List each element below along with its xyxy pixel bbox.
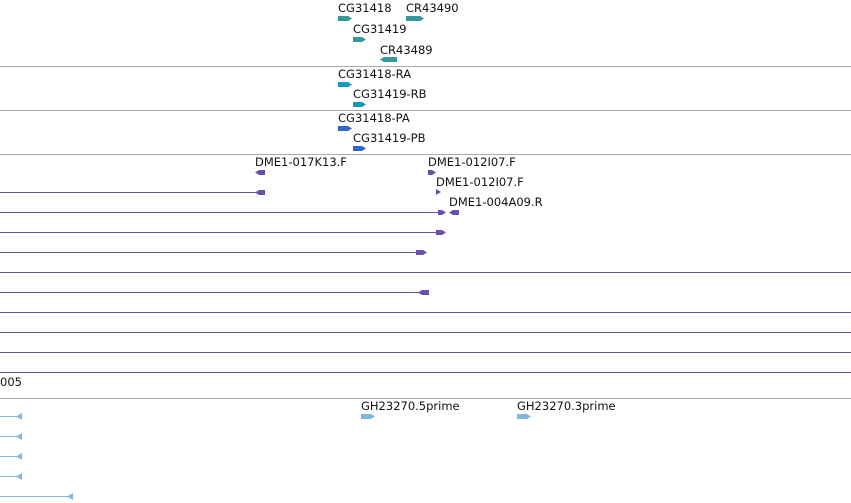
reverse-arrow-icon[interactable]	[16, 413, 22, 420]
feature-label: CG31419	[353, 22, 407, 36]
forward-arrow-icon[interactable]	[416, 250, 427, 255]
est-feature-gh23270-3prime[interactable]: GH23270.3prime	[517, 399, 616, 419]
reverse-arrow-icon[interactable]	[16, 453, 22, 460]
feature-label: CG31418	[338, 1, 392, 15]
est-spans	[0, 416, 68, 497]
forward-arrow-icon	[338, 82, 352, 87]
forward-arrow-icon	[353, 102, 366, 107]
reverse-arrow-icon[interactable]	[16, 433, 22, 440]
est-track: GH23270.5prime GH23270.3prime	[0, 399, 616, 500]
gene-feature-cg31418[interactable]: CG31418	[338, 1, 392, 21]
reverse-arrow-icon[interactable]	[16, 473, 22, 480]
feature-label: CG31419-PB	[353, 131, 426, 145]
partial-feature-label: 005	[0, 375, 22, 389]
feature-label: GH23270.5prime	[361, 399, 460, 413]
feature-label: DME1-012I07.F	[428, 155, 516, 169]
forward-arrow-icon	[353, 37, 366, 42]
bac-end-feature-dme1-012i07-f[interactable]: DME1-012I07.F	[428, 155, 516, 175]
forward-arrow-icon	[338, 16, 352, 21]
protein-feature-cg31419-pb[interactable]: CG31419-PB	[353, 131, 426, 151]
feature-label: CR43490	[406, 1, 459, 15]
bac-end-features: DME1-017K13.F DME1-012I07.F DME1-012I07.…	[255, 155, 543, 295]
feature-label: DME1-012I07.F	[436, 175, 524, 189]
reverse-arrow-icon[interactable]	[418, 290, 429, 295]
protein-feature-cg31418-pa[interactable]: CG31418-PA	[338, 111, 410, 131]
bac-end-feature-dme1-012i07-f-2[interactable]: DME1-012I07.F	[436, 175, 524, 195]
forward-arrow-icon	[361, 414, 375, 419]
est-features: GH23270.5prime GH23270.3prime	[16, 399, 616, 500]
feature-label: CG31418-RA	[338, 67, 411, 81]
gene-feature-cr43490[interactable]: CR43490	[406, 1, 459, 21]
reverse-arrow-icon	[255, 170, 265, 175]
protein-track: CG31418-PA CG31419-PB	[338, 111, 426, 151]
reverse-arrow-icon[interactable]	[67, 493, 73, 500]
feature-label: CG31418-PA	[338, 111, 410, 125]
transcript-feature-cg31419-rb[interactable]: CG31419-RB	[353, 87, 427, 107]
forward-arrow-icon	[406, 16, 424, 21]
forward-arrow-icon	[436, 189, 441, 195]
bac-end-track: DME1-017K13.F DME1-012I07.F DME1-012I07.…	[0, 155, 851, 389]
forward-arrow-icon[interactable]	[438, 210, 446, 215]
feature-label: DME1-004A09.R	[449, 195, 543, 209]
track-dividers	[0, 66, 851, 399]
transcript-feature-cg31418-ra[interactable]: CG31418-RA	[338, 67, 411, 87]
feature-label: CR43489	[380, 43, 433, 57]
forward-arrow-icon	[338, 126, 352, 131]
bac-end-spans	[0, 192, 851, 373]
feature-label: GH23270.3prime	[517, 399, 616, 413]
reverse-arrow-icon	[380, 57, 397, 62]
gene-feature-cg31419[interactable]: CG31419	[353, 22, 407, 42]
reverse-arrow-icon[interactable]	[255, 190, 265, 195]
reverse-arrow-icon	[449, 210, 459, 215]
est-feature-gh23270-5prime[interactable]: GH23270.5prime	[361, 399, 460, 419]
feature-label: CG31419-RB	[353, 87, 427, 101]
forward-arrow-icon	[428, 170, 436, 175]
bac-end-feature-dme1-004a09-r[interactable]: DME1-004A09.R	[449, 195, 543, 215]
bac-end-feature-dme1-017k13-f[interactable]: DME1-017K13.F	[255, 155, 347, 175]
transcript-track: CG31418-RA CG31419-RB	[338, 67, 427, 107]
gene-feature-cr43489[interactable]: CR43489	[380, 43, 433, 62]
feature-label: DME1-017K13.F	[255, 155, 347, 169]
forward-arrow-icon[interactable]	[436, 230, 446, 235]
forward-arrow-icon	[353, 146, 366, 151]
gene-track: CG31418 CR43490 CG31419 CR43489	[338, 1, 459, 62]
forward-arrow-icon	[517, 414, 531, 419]
